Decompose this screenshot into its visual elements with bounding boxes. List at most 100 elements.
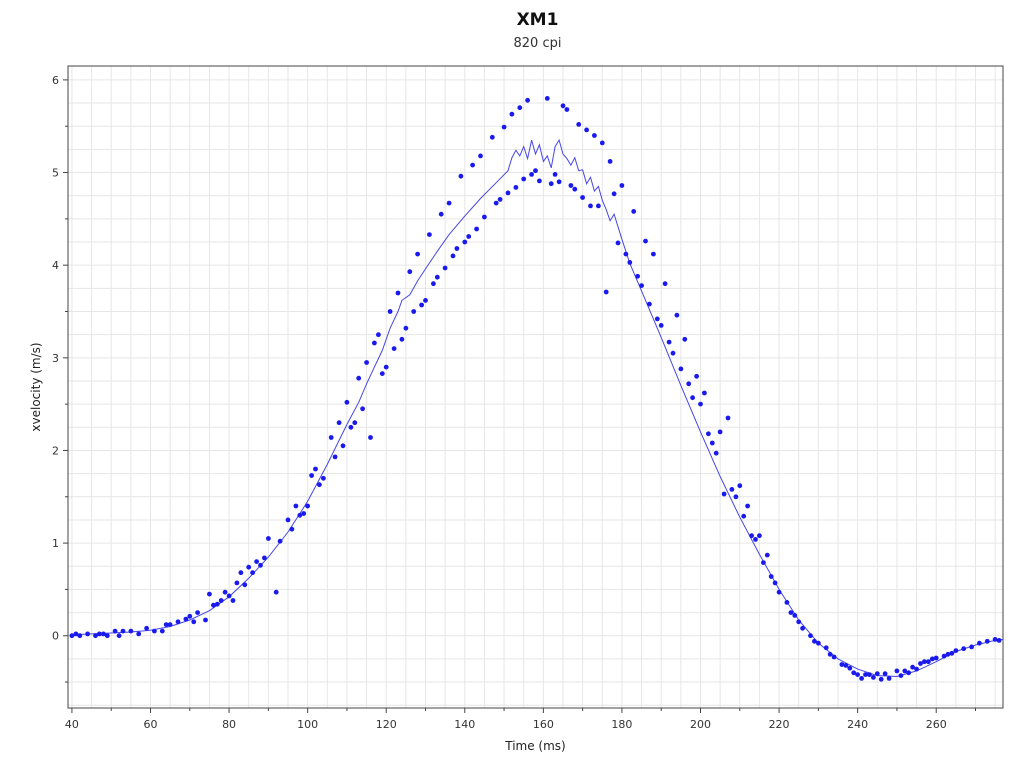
data-point (706, 431, 711, 437)
x-tick-label: 120 (376, 718, 397, 731)
data-point (222, 589, 228, 595)
data-point (407, 269, 413, 275)
y-tick-label: 1 (52, 537, 59, 550)
data-point (564, 107, 570, 112)
data-point (537, 178, 542, 184)
data-point (725, 415, 731, 421)
data-point (379, 371, 385, 376)
data-point (352, 420, 358, 426)
data-point (191, 619, 197, 625)
data-point (772, 580, 778, 586)
data-point (607, 159, 613, 164)
data-point (686, 381, 692, 387)
y-tick-label: 6 (52, 74, 59, 87)
data-point (533, 168, 538, 174)
data-point (764, 552, 770, 558)
data-point (678, 366, 684, 372)
data-point (332, 454, 338, 460)
x-tick-label: 160 (533, 718, 554, 731)
data-point (709, 440, 715, 446)
data-point (116, 633, 122, 639)
data-point (592, 133, 597, 138)
data-point (431, 281, 436, 287)
data-point (651, 251, 656, 257)
data-point (737, 483, 743, 489)
data-point (77, 633, 83, 639)
axis-ticks: 40 60 80 100 120 140 160 180 200 220 240 260 0 1 2 3 4 5 6 (52, 74, 976, 731)
data-point (694, 373, 699, 379)
data-point (183, 616, 189, 622)
data-point (961, 646, 967, 652)
data-point (489, 134, 495, 140)
data-point (238, 570, 244, 576)
data-point (360, 406, 365, 412)
data-point (584, 127, 589, 133)
data-point (599, 140, 605, 146)
data-point (827, 651, 833, 657)
data-point (403, 325, 409, 331)
data-point (647, 301, 652, 307)
data-point (654, 316, 660, 322)
series-line (71, 138, 1004, 678)
data-point (112, 628, 118, 634)
data-point (344, 399, 350, 405)
data-point (674, 312, 680, 318)
data-point (203, 617, 208, 623)
data-point (615, 240, 621, 246)
data-point (167, 622, 173, 627)
data-point (136, 631, 142, 637)
data-point (847, 665, 853, 671)
data-point (788, 610, 794, 615)
data-point (906, 670, 912, 676)
data-point (792, 613, 798, 618)
data-point (702, 390, 707, 396)
data-point (525, 97, 530, 103)
data-point (152, 628, 157, 634)
x-tick-label: 200 (690, 718, 711, 731)
data-point (949, 650, 955, 656)
line-series (71, 138, 1004, 678)
data-point (427, 232, 432, 238)
data-point (855, 672, 860, 677)
data-point (293, 503, 299, 509)
data-point (442, 265, 448, 271)
data-point (517, 105, 523, 111)
data-point (721, 491, 727, 497)
data-point (867, 672, 872, 677)
data-point (729, 487, 735, 492)
data-point (254, 559, 259, 564)
data-point (242, 582, 248, 588)
data-point (749, 533, 754, 539)
data-point (918, 661, 923, 666)
data-point (796, 619, 802, 625)
data-point (560, 103, 566, 109)
data-point (419, 302, 424, 308)
data-point (945, 651, 951, 657)
data-point (631, 209, 637, 214)
x-tick-label: 60 (144, 718, 158, 731)
data-point (482, 214, 487, 220)
data-point (843, 663, 849, 668)
point-series (69, 96, 1002, 682)
data-point (670, 350, 676, 356)
data-point (812, 638, 817, 644)
data-point (568, 183, 574, 188)
x-tick-label: 40 (65, 718, 79, 731)
x-tick-label: 240 (847, 718, 868, 731)
data-point (474, 226, 479, 232)
data-point (871, 675, 876, 680)
data-point (784, 600, 790, 605)
data-point (816, 640, 821, 646)
data-point (368, 435, 373, 440)
data-point (757, 533, 762, 539)
data-point (874, 671, 880, 677)
data-point (364, 360, 369, 365)
data-point (745, 503, 750, 509)
data-point (313, 466, 318, 472)
data-point (977, 640, 982, 646)
data-point (395, 290, 401, 296)
data-point (529, 172, 534, 177)
data-point (478, 153, 483, 159)
data-point (823, 645, 829, 651)
